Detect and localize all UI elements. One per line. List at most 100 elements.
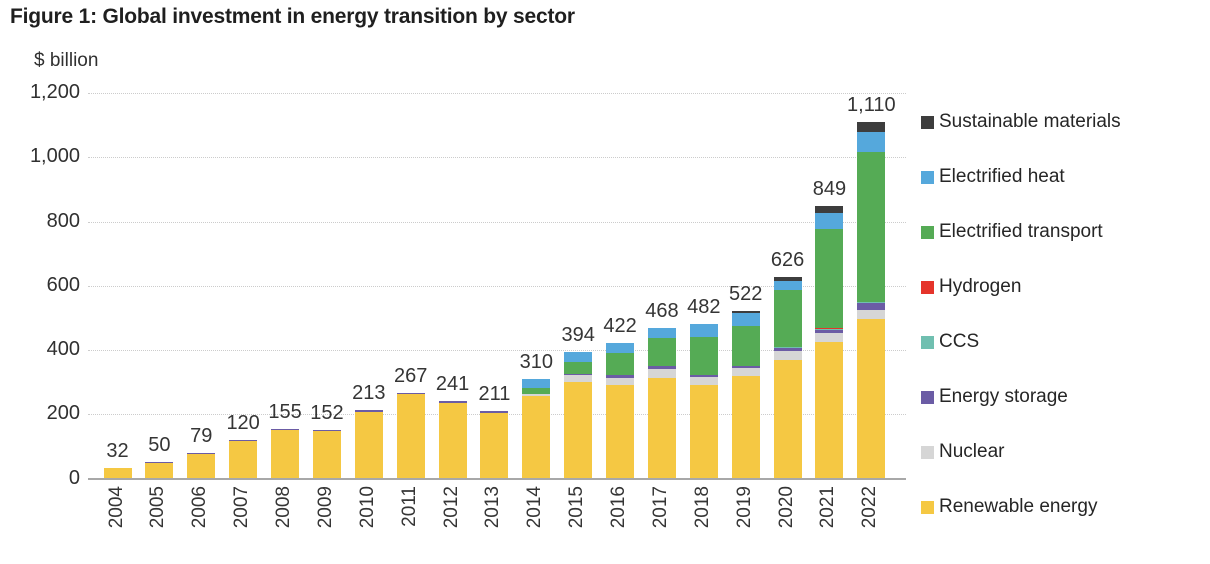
bar-total-label-2012: 241 <box>435 373 470 396</box>
segment-electrified-heat-2015 <box>564 351 593 362</box>
legend-item-energy-storage: Energy storage <box>921 386 1121 408</box>
bar-2014 <box>522 378 551 479</box>
x-axis-label-2020: 2020 <box>775 486 797 529</box>
y-tick-label-1,000: 1,000 <box>29 145 80 168</box>
legend-swatch-sustainable-materials <box>921 115 934 129</box>
gridline-400 <box>88 350 906 351</box>
segment-electrified-transport-2015 <box>564 361 593 375</box>
bar-2020 <box>773 277 802 479</box>
legend-label-nuclear: Nuclear <box>939 441 1005 462</box>
legend-item-ccs: CCS <box>921 331 1121 353</box>
segment-energy-storage-2010 <box>354 410 383 412</box>
x-axis-label-2018: 2018 <box>691 486 713 529</box>
bar-total-label-2014: 310 <box>519 350 553 373</box>
segment-nuclear-2016 <box>606 377 635 385</box>
segment-energy-storage-2007 <box>229 439 258 442</box>
bar-2009 <box>312 429 341 479</box>
x-axis-label-2007: 2007 <box>231 486 253 529</box>
gridline-1,000 <box>88 157 906 159</box>
segment-renewable-energy-2018 <box>689 384 718 479</box>
x-axis-label-2011: 2011 <box>398 486 420 527</box>
bar-2019 <box>731 310 760 479</box>
segment-energy-storage-2017 <box>647 366 676 369</box>
legend: Sustainable materials Electrified heat Ele… <box>921 111 1121 551</box>
bar-2017 <box>647 328 676 479</box>
bar-total-label-2009: 152 <box>310 401 344 424</box>
segment-electrified-transport-2018 <box>689 336 718 375</box>
y-tick-label-400: 400 <box>46 338 80 360</box>
y-tick-label-0: 0 <box>68 466 80 489</box>
segment-renewable-energy-2012 <box>438 402 467 479</box>
legend-swatch-electrified-heat <box>921 170 934 184</box>
segment-renewable-energy-2014 <box>522 395 551 479</box>
legend-item-renewable-energy: Renewable energy <box>921 496 1121 518</box>
x-axis-label-2013: 2013 <box>482 486 504 529</box>
segment-energy-storage-2006 <box>187 453 216 455</box>
bar-2011 <box>396 392 425 479</box>
segment-ccs-2021 <box>815 329 844 330</box>
bar-total-label-2007: 120 <box>226 411 260 434</box>
segment-renewable-energy-2007 <box>229 441 258 479</box>
segment-energy-storage-2011 <box>396 392 425 395</box>
bar-2012 <box>438 401 467 479</box>
segment-renewable-energy-2019 <box>731 376 760 479</box>
legend-item-electrified-heat: Electrified heat <box>921 166 1121 188</box>
segment-nuclear-2021 <box>815 332 844 342</box>
segment-hydrogen-2022 <box>857 301 886 303</box>
segment-electrified-transport-2016 <box>606 352 635 376</box>
legend-swatch-nuclear <box>921 445 934 459</box>
segment-electrified-transport-2014 <box>522 387 551 394</box>
legend-swatch-hydrogen <box>921 280 934 294</box>
segment-electrified-heat-2020 <box>773 280 802 291</box>
segment-sustainable-materials-2020 <box>773 277 802 281</box>
figure-title: Figure 1: Global investment in energy tr… <box>10 5 575 28</box>
segment-renewable-energy-2010 <box>354 411 383 479</box>
segment-renewable-energy-2015 <box>564 382 593 479</box>
segment-hydrogen-2021 <box>815 328 844 330</box>
x-axis-label-2012: 2012 <box>440 486 462 529</box>
gridline-1,200 <box>88 93 906 94</box>
segment-electrified-heat-2017 <box>647 328 676 339</box>
legend-label-renewable-energy: Renewable energy <box>939 496 1098 517</box>
legend-label-electrified-heat: Electrified heat <box>939 166 1065 187</box>
bar-2016 <box>606 342 635 479</box>
segment-electrified-heat-2019 <box>731 313 760 326</box>
bar-total-label-2015: 394 <box>561 323 595 346</box>
segment-energy-storage-2009 <box>312 429 341 431</box>
legend-swatch-renewable-energy <box>921 500 934 514</box>
bar-2008 <box>271 428 300 479</box>
bar-total-label-2016: 422 <box>603 314 637 337</box>
segment-renewable-energy-2021 <box>815 341 844 479</box>
bar-total-label-2022: 1,110 <box>847 93 896 116</box>
segment-energy-storage-2022 <box>857 303 886 310</box>
segment-energy-storage-2016 <box>606 375 635 378</box>
segment-nuclear-2022 <box>857 309 886 320</box>
gridline-600 <box>88 285 906 287</box>
x-axis-label-2015: 2015 <box>566 486 588 529</box>
bar-total-label-2019: 522 <box>729 282 763 305</box>
x-axis-label-2006: 2006 <box>189 486 211 529</box>
bar-total-label-2006: 79 <box>190 425 213 448</box>
segment-electrified-heat-2018 <box>689 323 718 337</box>
segment-renewable-energy-2013 <box>480 412 509 479</box>
legend-item-nuclear: Nuclear <box>921 441 1121 463</box>
x-axis-label-2019: 2019 <box>733 486 755 529</box>
segment-renewable-energy-2011 <box>396 394 425 479</box>
segment-energy-storage-2021 <box>815 329 844 333</box>
y-tick-label-800: 800 <box>46 209 80 232</box>
segment-electrified-heat-2021 <box>815 212 844 229</box>
gridline-800 <box>88 221 906 223</box>
segment-energy-storage-2018 <box>689 374 718 378</box>
y-tick-label-1,200: 1,200 <box>29 81 80 103</box>
segment-sustainable-materials-2022 <box>857 121 886 133</box>
legend-item-sustainable-materials: Sustainable materials <box>921 111 1121 133</box>
segment-electrified-transport-2019 <box>731 325 760 367</box>
segment-energy-storage-2012 <box>438 401 467 403</box>
bar-total-label-2021: 849 <box>812 177 847 200</box>
segment-nuclear-2015 <box>564 375 593 383</box>
bar-total-label-2020: 626 <box>770 249 805 272</box>
bar-2013 <box>480 410 509 479</box>
segment-electrified-heat-2014 <box>522 378 551 388</box>
x-axis-label-2009: 2009 <box>314 486 336 529</box>
legend-label-hydrogen: Hydrogen <box>939 276 1022 297</box>
